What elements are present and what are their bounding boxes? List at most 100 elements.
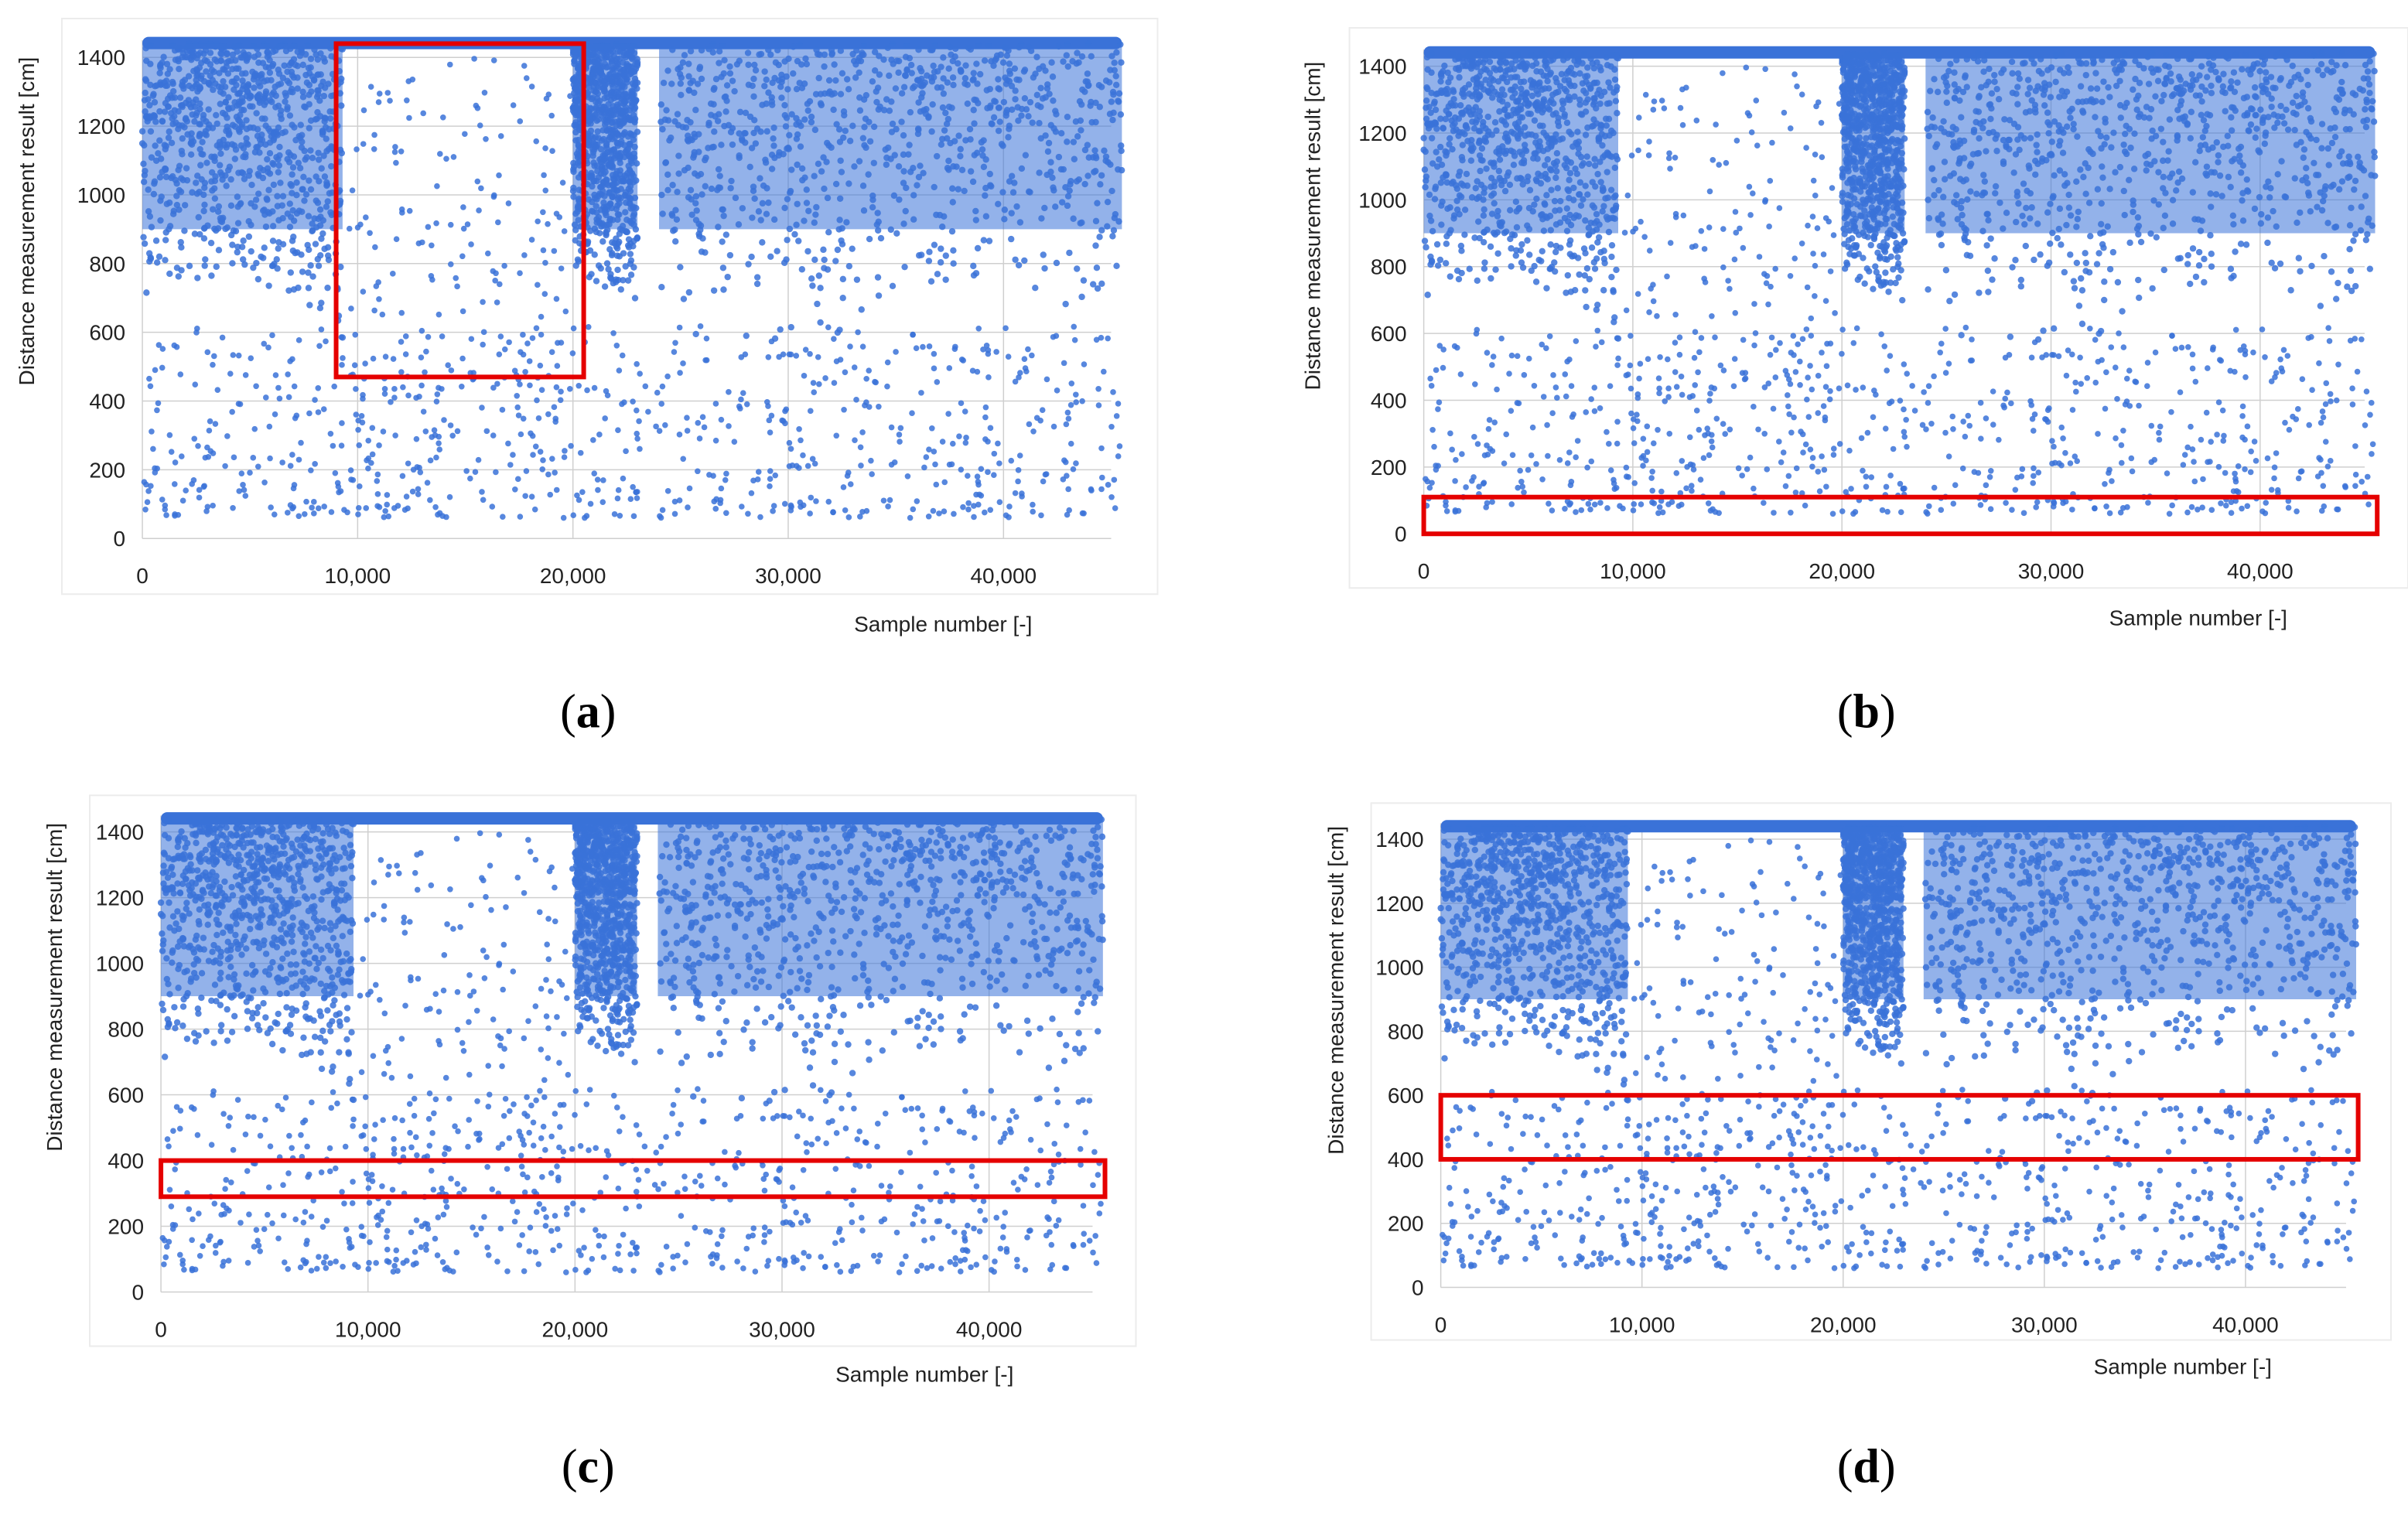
scatter-point <box>215 387 221 393</box>
scatter-point <box>160 346 166 352</box>
scatter-point <box>530 335 536 341</box>
scatter-point <box>975 369 981 375</box>
scatter-point <box>202 262 208 268</box>
scatter-point <box>255 276 261 282</box>
scatter-point <box>1447 273 1453 279</box>
scatter-point <box>529 493 535 500</box>
scatter-point <box>722 477 729 483</box>
scatter-point <box>433 220 439 227</box>
scatter-point <box>878 235 884 241</box>
scatter-point <box>931 241 938 247</box>
scatter-point <box>807 351 813 357</box>
scatter-point <box>1508 263 1514 269</box>
scatter-point <box>591 470 597 476</box>
scatter-point <box>1533 278 1539 285</box>
scatter-point <box>425 480 431 486</box>
scatter-point <box>1425 292 1431 298</box>
scatter-point <box>432 504 439 510</box>
y-tick-label: 1000 <box>1358 188 1406 212</box>
scatter-point <box>527 382 533 388</box>
scatter-point <box>331 384 337 390</box>
scatter-point <box>1609 242 1615 248</box>
scatter-point <box>538 332 545 338</box>
scatter-point <box>584 387 590 394</box>
scatter-point <box>825 324 832 330</box>
x-tick-label: 10,000 <box>1600 559 1666 583</box>
scatter-point <box>236 353 242 359</box>
scatter-point <box>533 443 539 449</box>
scatter-point <box>1115 401 1122 407</box>
scatter-point <box>1066 416 1072 422</box>
scatter-point <box>376 296 382 302</box>
scatter-point <box>500 514 506 520</box>
scatter-point <box>617 367 623 374</box>
scatter-point <box>437 151 443 157</box>
scatter-point <box>205 350 211 356</box>
scatter-point <box>524 75 530 81</box>
scatter-point <box>780 418 787 425</box>
scatter-point <box>1587 276 1593 282</box>
scatter-point <box>231 352 237 358</box>
scatter-point <box>1066 250 1072 256</box>
scatter-point <box>1518 241 1525 247</box>
scatter-point <box>657 513 663 519</box>
scatter-point <box>234 244 241 250</box>
scatter-point <box>599 499 606 505</box>
scatter-point <box>246 234 252 240</box>
scatter-point <box>361 108 367 114</box>
scatter-point <box>273 372 279 378</box>
scatter-point <box>905 473 911 480</box>
scatter-point <box>216 247 222 253</box>
scatter-point <box>203 455 209 461</box>
scatter-point <box>1019 490 1025 497</box>
scatter-point <box>211 353 217 360</box>
scatter-point <box>1872 263 1878 269</box>
scatter-point <box>634 431 640 437</box>
scatter-point <box>1608 254 1614 260</box>
scatter-point <box>538 449 544 455</box>
scatter-point <box>416 241 422 247</box>
scatter-point <box>547 492 553 498</box>
scatter-point <box>985 374 992 381</box>
scatter-point <box>371 146 377 152</box>
scatter-point <box>593 278 599 284</box>
scatter-point <box>929 425 935 432</box>
scatter-point <box>413 395 419 401</box>
scatter-point <box>959 357 965 363</box>
scatter-point <box>757 514 763 521</box>
scatter-point <box>287 358 293 364</box>
scatter-point <box>272 511 278 517</box>
scatter-point <box>805 463 811 469</box>
scatter-point <box>208 272 214 278</box>
scatter-point <box>820 247 826 253</box>
scatter-point <box>616 487 622 493</box>
y-tick-label: 0 <box>113 527 125 551</box>
scatter-point <box>605 266 611 272</box>
scatter-point <box>816 381 822 387</box>
scatter-point <box>541 291 548 297</box>
scatter-point <box>660 384 666 390</box>
scatter-point <box>473 469 479 475</box>
scatter-point <box>987 507 993 513</box>
scatter-point <box>355 427 361 433</box>
scatter-point <box>1600 247 1607 254</box>
scatter-point <box>838 237 844 244</box>
scatter-point <box>840 276 846 282</box>
scatter-point <box>177 371 183 377</box>
scatter-point <box>743 351 749 357</box>
scatter-point <box>1079 398 1085 404</box>
scatter-point <box>951 511 957 517</box>
scatter-point <box>299 268 306 275</box>
scatter-point <box>521 63 528 69</box>
scatter-point <box>306 247 312 253</box>
scatter-point <box>571 326 577 332</box>
scatter-point <box>809 282 815 288</box>
scatter-point <box>620 277 626 283</box>
scatter-point <box>847 343 853 350</box>
scatter-point <box>610 330 617 336</box>
scatter-point <box>660 507 666 514</box>
scatter-point <box>1547 241 1553 247</box>
scatter-point <box>595 487 601 493</box>
scatter-point <box>816 272 822 278</box>
